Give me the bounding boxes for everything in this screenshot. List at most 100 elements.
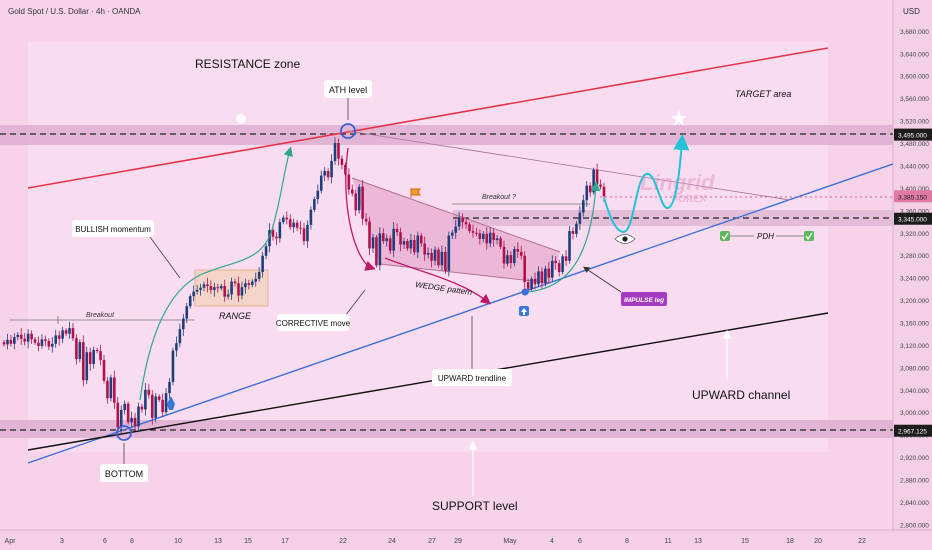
candle [88,347,92,371]
candle [282,215,285,225]
corrective-move-box [277,314,349,331]
price-axis-panel [893,0,932,530]
candle [426,247,430,259]
candle [430,248,433,268]
candle [340,155,344,170]
candle [447,231,451,277]
candle [406,238,409,251]
resistance-trendline [27,47,829,189]
time-tick-label: 8 [625,538,629,545]
impulse-leg-box [621,292,667,306]
candle [223,279,226,302]
candle [206,277,209,293]
candle [554,256,558,270]
time-tick-label: Apr [5,538,17,545]
candle [437,247,440,268]
time-tick-label: 20 [814,538,822,545]
candle [478,229,482,245]
candle [40,334,44,349]
candle [571,227,575,240]
price-markers: 3,495.000 3,385.150 3,345.000 2,967.125 [894,128,932,437]
time-tick-label: 6 [578,538,582,545]
candle [278,218,282,243]
candle [575,220,578,238]
candle [578,205,582,230]
candle [75,334,78,365]
corrective-move-arrow [345,147,376,271]
candle [306,220,309,248]
candle [385,234,389,247]
bottom-circle-marker [116,425,132,441]
candle [102,355,106,384]
impulse-leg-label: IMPULSE leg [624,297,664,304]
candle [509,251,513,269]
price-tick-label: 3,680.000 [900,29,929,36]
candle [64,328,68,336]
candle [264,243,268,260]
candle [475,227,478,237]
candle [61,326,64,344]
price-tick-label: 3,560.000 [900,96,929,103]
candle [254,272,258,287]
candle [119,405,123,435]
candle [157,394,161,403]
bullish-momentum-label: BULLISH momentum [75,225,151,234]
time-tick-label: 6 [103,538,107,545]
candle [130,411,133,428]
time-tick-label: 17 [281,538,289,545]
impulse-pointer-line [583,266,622,293]
candle [292,218,295,233]
price-tick-label: 3,040.000 [900,388,929,395]
time-tick-label: 13 [214,538,222,545]
price-tick-label: 2,920.000 [900,455,929,462]
impulse-leg-arrow [527,181,601,293]
projection-path [603,134,690,234]
candle [547,261,551,284]
candle [13,333,16,350]
price-marker-label: 3,385.150 [898,194,927,201]
time-tick-label: 4 [550,538,554,545]
candle [378,227,382,271]
breakout-left-label: Breakout [86,312,115,319]
time-tick-label: 11 [664,538,671,545]
candle [213,282,216,297]
candle [288,214,292,230]
candle [123,400,126,415]
upward-trendline [27,163,894,464]
rocket-icon [167,396,175,410]
candle [171,347,175,386]
ath-label: ATH level [329,85,367,95]
candle [233,278,237,287]
candle [113,370,116,409]
candle [185,302,189,324]
candle [95,347,99,354]
candle [175,336,178,357]
candle [413,234,416,256]
price-marker-box [894,190,932,203]
candle [9,334,13,347]
pdh-check-left-glyph [721,232,729,241]
currency-label: USD [903,7,920,16]
pdh-check-left [720,231,730,241]
candle [26,329,30,349]
bullish-momentum-box [72,220,154,237]
candle [506,250,509,267]
time-tick-label: 29 [454,538,462,545]
candle [71,323,75,341]
candle [550,255,554,282]
price-tick-label: 2,800.000 [900,522,929,529]
candle [178,323,182,348]
price-marker-box [894,212,932,225]
candle [257,266,261,282]
candle [588,182,592,197]
time-axis[interactable]: Apr 3 6 8 10 13 15 17 22 24 27 29 May 4 6 8 11 13 15 18 20 22 [5,538,866,545]
candle [92,346,95,369]
resistance-zone-label: RESISTANCE zone [195,57,300,71]
candle [564,250,568,266]
candle [499,236,502,250]
candle [313,196,316,212]
candle [109,374,113,402]
time-tick-label: 13 [694,538,702,545]
candle [247,279,251,290]
